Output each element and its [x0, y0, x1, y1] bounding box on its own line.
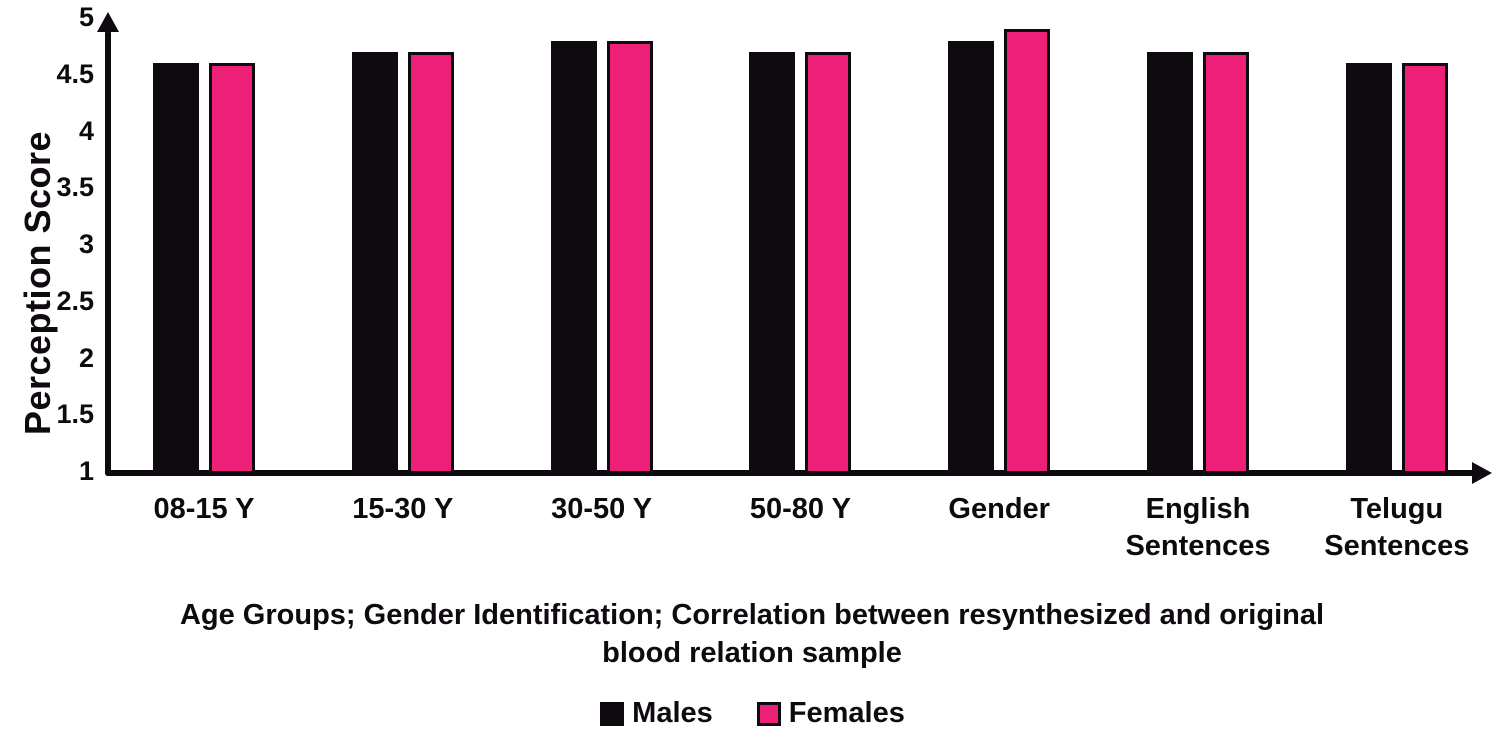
bar-males-15-30-y [351, 52, 398, 474]
y-axis-line [105, 30, 111, 476]
x-tick-label-gender: Gender [948, 493, 1050, 525]
y-tick-label-4: 4 [78, 115, 94, 146]
bar-females-15-30-y [407, 52, 454, 474]
bar-females-30-50-y [606, 40, 653, 474]
y-tick-label-1-5: 1.5 [56, 399, 94, 430]
bar-males-gender [948, 40, 995, 474]
bar-females-telugu-sentences [1401, 63, 1448, 474]
x-tick-label-english-sentences: English Sentences [1125, 493, 1271, 563]
x-axis-arrowhead-icon [1472, 462, 1492, 484]
x-tick-label-50-80-y: 50-80 Y [749, 493, 851, 525]
legend-label-males: Males [632, 697, 713, 729]
y-tick-label-3: 3 [78, 228, 94, 259]
bar-females-08-15-y [209, 63, 255, 474]
y-tick-label-4-5: 4.5 [56, 58, 94, 89]
legend: Males Females [0, 697, 1505, 730]
bar-males-telugu-sentences [1345, 63, 1392, 474]
legend-item-females: Females [756, 697, 905, 730]
y-tick-label-1: 1 [78, 455, 94, 486]
bar-males-50-80-y [749, 52, 796, 474]
bar-females-50-80-y [805, 52, 852, 474]
x-tick-label-15-30-y: 15-30 Y [352, 493, 454, 525]
bar-males-english-sentences [1147, 52, 1193, 474]
legend-item-males: Males [600, 697, 713, 730]
y-axis-arrowhead-icon [97, 12, 119, 32]
y-tick-label-5: 5 [78, 1, 94, 32]
legend-swatch-males [600, 701, 625, 726]
y-tick-label-2-5: 2.5 [56, 285, 94, 316]
legend-swatch-females [756, 701, 781, 726]
bar-females-english-sentences [1203, 52, 1249, 474]
x-tick-label-08-15-y: 08-15 Y [153, 493, 255, 525]
bar-males-08-15-y [153, 63, 199, 474]
x-tick-label-telugu-sentences: Telugu Sentences [1324, 493, 1470, 563]
x-tick-label-30-50-y: 30-50 Y [551, 493, 653, 525]
bar-males-30-50-y [550, 40, 597, 474]
y-tick-label-3-5: 3.5 [56, 172, 94, 203]
bar-females-gender [1004, 29, 1051, 474]
legend-label-females: Females [788, 697, 905, 729]
x-axis-title: Age Groups; Gender Identification; Corre… [179, 599, 1325, 669]
y-tick-label-2: 2 [78, 342, 94, 373]
